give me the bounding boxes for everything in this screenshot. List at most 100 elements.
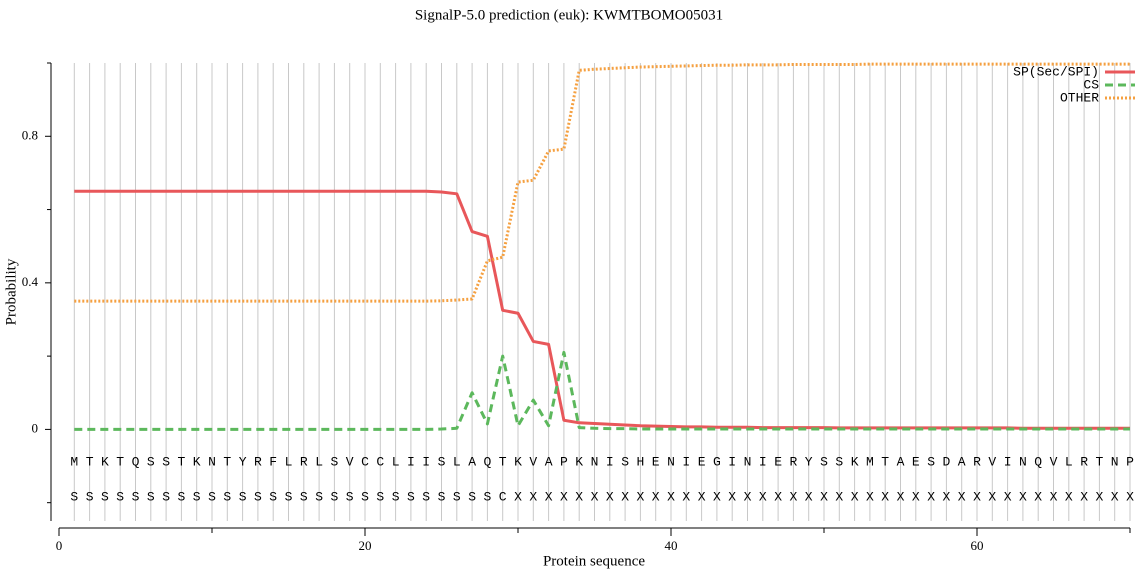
residue: R (300, 454, 308, 469)
residue: T (86, 454, 94, 469)
residue: E (774, 454, 782, 469)
residue-label: X (728, 489, 736, 504)
residue: M (70, 454, 78, 469)
residue-label: X (1050, 489, 1058, 504)
residue: L (453, 454, 461, 469)
residue-label: S (376, 489, 384, 504)
residue: E (912, 454, 920, 469)
residue: L (1065, 454, 1073, 469)
x-axis-label: Protein sequence (543, 553, 645, 569)
chart-title: SignalP-5.0 prediction (euk): KWMTBOMO05… (415, 7, 723, 23)
x-tick-label: 60 (971, 538, 984, 553)
residue: Y (239, 454, 247, 469)
residue: C (376, 454, 384, 469)
residue: G (713, 454, 721, 469)
x-tick-label: 20 (359, 538, 372, 553)
residue: K (514, 454, 522, 469)
residue-label: X (881, 489, 889, 504)
residue: T (223, 454, 231, 469)
residue-label: X (591, 489, 599, 504)
y-tick-label: 0 (32, 420, 39, 435)
residue-label: X (988, 489, 996, 504)
residue: T (116, 454, 124, 469)
residue: Q (1034, 454, 1042, 469)
residue-label: S (453, 489, 461, 504)
residue: Q (483, 454, 491, 469)
residue-label: X (621, 489, 629, 504)
residue: I (759, 454, 767, 469)
residue: N (591, 454, 599, 469)
residue: L (315, 454, 323, 469)
residue: F (269, 454, 277, 469)
residue: S (438, 454, 446, 469)
residue: V (529, 454, 537, 469)
residue-label: X (698, 489, 706, 504)
residue-label: S (361, 489, 369, 504)
residue-label: S (422, 489, 430, 504)
residue-label: X (851, 489, 859, 504)
residue-label: S (208, 489, 216, 504)
residue-label: S (300, 489, 308, 504)
residue-label: S (162, 489, 170, 504)
y-tick-label: 0.4 (22, 274, 39, 289)
residue: Q (132, 454, 140, 469)
residue-label: X (744, 489, 752, 504)
residue-label: C (499, 489, 507, 504)
residue: I (1004, 454, 1012, 469)
residue-label: S (86, 489, 94, 504)
residue-label: X (575, 489, 583, 504)
x-tick-label: 40 (665, 538, 678, 553)
residue-label: S (468, 489, 476, 504)
residue-label: S (193, 489, 201, 504)
residue-label: X (1095, 489, 1103, 504)
residue: L (285, 454, 293, 469)
residue: I (682, 454, 690, 469)
residue-label: X (1065, 489, 1073, 504)
residue: V (1050, 454, 1058, 469)
residue: R (789, 454, 797, 469)
residue-label: S (101, 489, 109, 504)
residue: K (575, 454, 583, 469)
residue-label: X (759, 489, 767, 504)
series-line (74, 62, 1130, 303)
residue-label: S (438, 489, 446, 504)
residue-label: S (269, 489, 277, 504)
residue-label: X (805, 489, 813, 504)
residue-label: S (223, 489, 231, 504)
residue: E (652, 454, 660, 469)
residue: R (1080, 454, 1088, 469)
residue-label: X (774, 489, 782, 504)
residue: L (392, 454, 400, 469)
residue: S (330, 454, 338, 469)
residue: S (820, 454, 828, 469)
residue-label: S (116, 489, 124, 504)
residue: E (698, 454, 706, 469)
residue-label: S (392, 489, 400, 504)
legend-label: CS (1083, 77, 1099, 92)
residue: T (881, 454, 889, 469)
residue: S (927, 454, 935, 469)
residue-label: S (254, 489, 262, 504)
series-line (74, 189, 1130, 430)
residue-label: S (70, 489, 78, 504)
residue-label: X (1111, 489, 1119, 504)
residue-label: X (606, 489, 614, 504)
residue: D (942, 454, 950, 469)
residue-label: X (1126, 489, 1134, 504)
residue-label: X (1004, 489, 1012, 504)
residue-label: X (1019, 489, 1027, 504)
residue: T (1095, 454, 1103, 469)
legend-label: SP(Sec/SPI) (1013, 64, 1099, 79)
residue-label: X (835, 489, 843, 504)
residue: S (147, 454, 155, 469)
residue-label: S (132, 489, 140, 504)
residue-label: X (942, 489, 950, 504)
residue: A (897, 454, 905, 469)
residue: S (621, 454, 629, 469)
residue-label: X (682, 489, 690, 504)
residue: Y (805, 454, 813, 469)
residue-label: X (514, 489, 522, 504)
residue: P (560, 454, 568, 469)
residue: A (545, 454, 553, 469)
